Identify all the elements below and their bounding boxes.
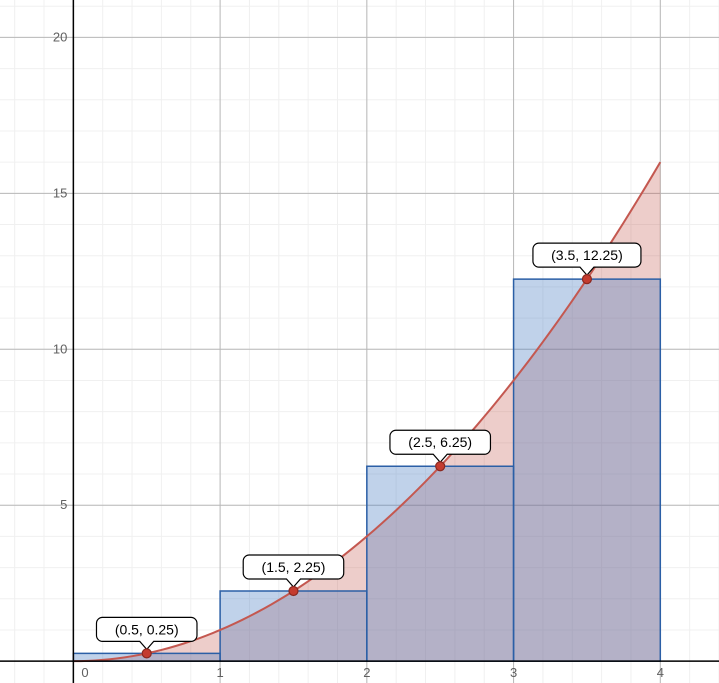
bar-1	[220, 591, 367, 661]
sample-point-3	[582, 275, 591, 284]
y-tick-label: 15	[53, 185, 67, 200]
tooltip-label-3: (3.5, 12.25)	[551, 247, 623, 263]
sample-point-1	[289, 586, 298, 595]
x-tick-label: 2	[363, 665, 370, 680]
tooltip-label-1: (1.5, 2.25)	[262, 559, 326, 575]
bar-2	[367, 466, 514, 661]
y-tick-label: 10	[53, 341, 67, 356]
x-tick-label: 0	[81, 665, 88, 680]
sample-point-2	[436, 462, 445, 471]
sample-point-0	[142, 649, 151, 658]
bar-3	[514, 279, 661, 661]
y-tick-label: 5	[60, 497, 67, 512]
x-tick-label: 4	[657, 665, 664, 680]
x-tick-label: 3	[510, 665, 517, 680]
tooltip-label-2: (2.5, 6.25)	[408, 434, 472, 450]
y-tick-label: 20	[53, 29, 67, 44]
tooltip-label-0: (0.5, 0.25)	[115, 621, 179, 637]
x-tick-label: 1	[216, 665, 223, 680]
riemann-chart: 0 1 2 3 4 5 10 15 20 (0.5, 0.25) (1.5, 2.25) (2.5, …	[0, 0, 719, 683]
